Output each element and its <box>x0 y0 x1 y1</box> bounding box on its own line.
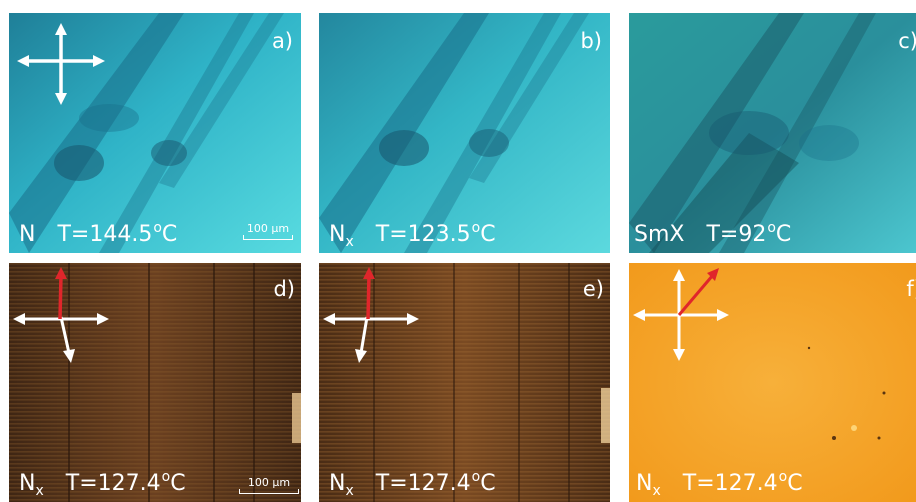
degree-symbol: o <box>471 469 481 485</box>
phase-subscript: x <box>652 483 661 499</box>
panel-caption: Nx T=127.4oC <box>19 469 186 499</box>
phase-label: Nx <box>329 222 354 250</box>
panel-letter: c) <box>898 29 916 53</box>
panel-caption: Nx T=127.4oC <box>329 469 496 499</box>
temperature-unit: C <box>775 222 792 247</box>
micrograph-a <box>9 13 301 253</box>
temperature-label: T=123.5oC <box>375 220 496 247</box>
scale-bar: 100 µm <box>243 222 293 240</box>
phase-subscript: x <box>345 483 354 499</box>
micrograph-c <box>629 13 916 253</box>
temperature-unit: C <box>161 222 178 247</box>
degree-symbol: o <box>153 220 162 236</box>
panel-f: f) Nx T=127.4oC <box>629 263 916 502</box>
panel-caption: N T=144.5oC <box>19 220 178 247</box>
panel-letter: b) <box>580 29 602 53</box>
degree-symbol: o <box>471 220 481 236</box>
scale-bar-label: 100 µm <box>246 222 290 235</box>
polarizer-cross-icon <box>17 23 105 105</box>
panel-letter: e) <box>582 277 604 301</box>
temperature-unit: C <box>480 471 496 496</box>
phase-label: N <box>19 222 36 247</box>
scale-bar-line <box>243 235 293 240</box>
panel-letter: f) <box>906 277 916 301</box>
degree-symbol: o <box>161 469 171 485</box>
panel-caption: SmX T=92oC <box>634 220 792 247</box>
panel-caption: Nx T=123.5oC <box>329 220 496 250</box>
phase-symbol: N <box>19 471 36 496</box>
temperature-unit: C <box>787 471 803 496</box>
temperature-value: T=127.4 <box>375 471 471 496</box>
temperature-label: T=144.5oC <box>57 220 178 247</box>
phase-symbol: N <box>636 471 653 496</box>
temperature-value: T=127.4 <box>65 471 161 496</box>
panel-caption: Nx T=127.4oC <box>636 469 803 499</box>
polarizer-cross-icon <box>13 267 109 363</box>
phase-symbol: N <box>329 222 346 247</box>
temperature-value: T=127.4 <box>682 471 778 496</box>
polarizer-cross-icon <box>323 267 419 363</box>
scale-bar-line <box>239 489 299 494</box>
phase-label: SmX <box>634 222 685 247</box>
micrograph-f <box>629 263 916 502</box>
panel-a: a) N T=144.5oC 100 µm <box>9 13 301 253</box>
panel-b: b) Nx T=123.5oC <box>319 13 610 253</box>
temperature-unit: C <box>480 222 496 247</box>
degree-symbol: o <box>778 469 788 485</box>
panel-e: e) Nx T=127.4oC <box>319 263 610 502</box>
temperature-value: T=123.5 <box>375 222 471 247</box>
phase-symbol: N <box>329 471 346 496</box>
phase-label: Nx <box>636 471 661 499</box>
micrograph-d <box>9 263 301 502</box>
temperature-label: T=127.4oC <box>65 469 186 496</box>
temperature-label: T=127.4oC <box>375 469 496 496</box>
degree-symbol: o <box>767 220 776 236</box>
micrograph-b <box>319 13 610 253</box>
scale-bar-label: 100 µm <box>247 476 291 489</box>
temperature-label: T=127.4oC <box>682 469 803 496</box>
phase-subscript: x <box>345 234 354 250</box>
phase-label: Nx <box>19 471 44 499</box>
panel-letter: a) <box>271 29 293 53</box>
panel-c: c) SmX T=92oC <box>629 13 916 253</box>
panel-letter: d) <box>273 277 295 301</box>
temperature-label: T=92oC <box>706 220 792 247</box>
polarizer-cross-icon <box>633 268 729 361</box>
panel-d: d) Nx T=127.4oC 100 µm <box>9 263 301 502</box>
scale-bar: 100 µm <box>239 476 299 494</box>
temperature-value: T=92 <box>706 222 767 247</box>
temperature-value: T=144.5 <box>57 222 153 247</box>
phase-label: Nx <box>329 471 354 499</box>
temperature-unit: C <box>170 471 186 496</box>
phase-subscript: x <box>35 483 44 499</box>
